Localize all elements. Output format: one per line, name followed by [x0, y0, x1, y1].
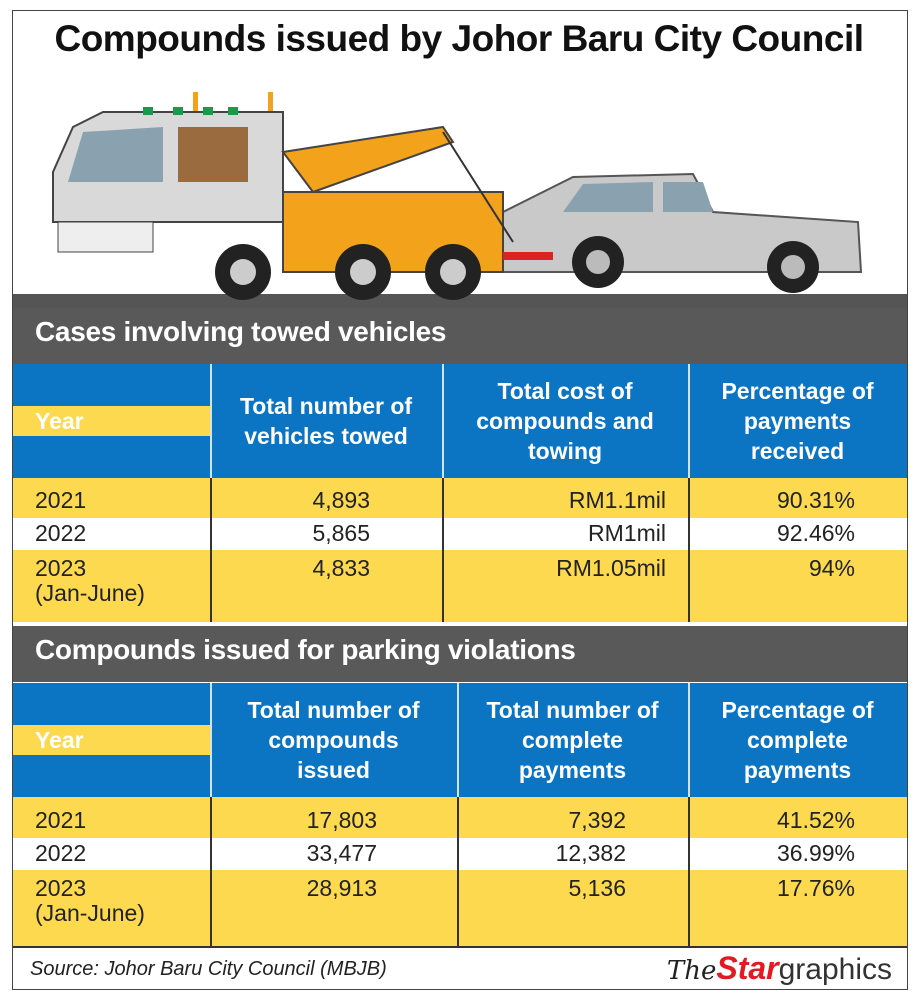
value-cell: 33,477 — [306, 840, 377, 866]
column-header: Total number of compounds issued — [247, 697, 420, 783]
year-text: 2023 — [35, 875, 87, 901]
infographic-frame — [12, 10, 908, 990]
value-cell: 7,392 — [568, 807, 626, 833]
value-cell: 28,913 — [306, 875, 377, 901]
year-cell: 2022 — [35, 840, 87, 866]
pickup-car-icon — [482, 172, 863, 293]
year-cell: 2021 — [35, 487, 87, 513]
page-title: Compounds issued by Johor Baru City Coun… — [54, 18, 864, 59]
value-cell: 36.99% — [776, 840, 855, 866]
column-header: Year — [13, 725, 210, 755]
table-row: 2021 4,893 RM1.1mil 90.31% — [13, 478, 907, 518]
tow-truck-illustration — [13, 92, 907, 308]
table-row: 2023 (Jan-June) 4,833 RM1.05mil 94% — [13, 550, 907, 622]
logo-graphics: graphics — [778, 953, 892, 986]
parking-table: Year Total number of compounds issued To… — [13, 683, 907, 948]
value-cell: 90.31% — [776, 487, 855, 513]
value-cell: RM1mil — [588, 520, 666, 546]
column-header: Total number of vehicles towed — [239, 393, 413, 449]
thestar-graphics-logo: The Star graphics — [667, 950, 892, 987]
logo-star: Star — [716, 950, 779, 986]
source-note: Source: Johor Baru City Council (MBJB) — [30, 958, 387, 980]
value-cell: 92.46% — [776, 520, 855, 546]
column-header: Total number of complete payments — [486, 697, 659, 783]
value-cell: 5,865 — [312, 520, 370, 546]
year-subtext: (Jan-June) — [35, 900, 145, 926]
value-cell: RM1.05mil — [556, 555, 666, 581]
table-header-row: Year Total number of vehicles towed Tota… — [13, 364, 907, 478]
table-header-row: Year Total number of compounds issued To… — [13, 683, 907, 797]
logo-the: The — [666, 956, 717, 986]
parking-section-heading: Compounds issued for parking violations — [13, 626, 907, 682]
column-header: Percentage of payments received — [721, 378, 874, 464]
footer-divider — [13, 946, 907, 948]
table-row: 2022 5,865 RM1mil 92.46% — [13, 518, 907, 550]
table-row: 2021 17,803 7,392 41.52% — [13, 797, 907, 838]
value-cell: 94% — [808, 555, 855, 581]
value-cell: 5,136 — [568, 875, 626, 901]
year-subtext: (Jan-June) — [35, 580, 145, 606]
year-cell: 2021 — [35, 807, 87, 833]
value-cell: 4,833 — [312, 555, 370, 581]
column-header: Percentage of complete payments — [721, 697, 874, 783]
table-row: 2023 (Jan-June) 28,913 5,136 17.76% — [13, 870, 907, 948]
value-cell: 41.52% — [776, 807, 855, 833]
tow-truck-icon — [52, 92, 553, 300]
year-cell: 2023 (Jan-June) — [13, 556, 210, 622]
year-cell: 2023 (Jan-June) — [13, 876, 210, 948]
value-cell: 17.76% — [776, 875, 855, 901]
value-cell: 12,382 — [555, 840, 626, 866]
year-text: 2023 — [35, 555, 87, 581]
column-header: Year — [13, 406, 210, 436]
towed-section-heading: Cases involving towed vehicles — [13, 308, 907, 364]
column-header: Total cost of compounds and towing — [476, 378, 654, 464]
table-row: 2022 33,477 12,382 36.99% — [13, 838, 907, 870]
year-cell: 2022 — [35, 520, 87, 546]
value-cell: 17,803 — [306, 807, 377, 833]
value-cell: 4,893 — [312, 487, 370, 513]
towed-table: Year Total number of vehicles towed Tota… — [13, 364, 907, 622]
value-cell: RM1.1mil — [568, 487, 666, 513]
